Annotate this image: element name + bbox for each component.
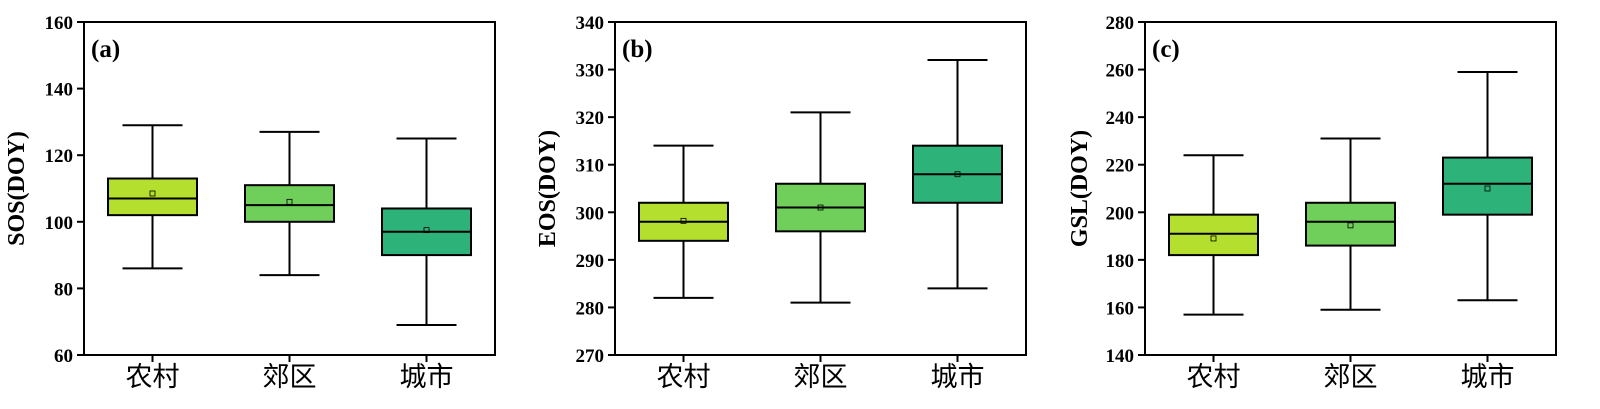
panel-label: (b) (622, 36, 653, 63)
mean-marker (149, 190, 156, 197)
y-tick-label: 300 (576, 203, 605, 224)
y-tick-label: 340 (576, 13, 605, 34)
mean-marker (423, 227, 430, 234)
mean-marker (1484, 185, 1491, 192)
box-1 (638, 144, 729, 299)
y-tick-label: 290 (576, 251, 605, 272)
mean-marker (1210, 235, 1217, 242)
x-category-label: 郊区 (263, 362, 317, 393)
mean-marker (954, 171, 961, 178)
y-tick-label: 220 (1106, 156, 1135, 177)
y-tick-label: 180 (1106, 251, 1135, 272)
y-axis-title: SOS(DOY) (4, 131, 30, 246)
panel-label: (c) (1152, 36, 1180, 63)
y-tick-label: 260 (1106, 61, 1135, 82)
box-iqr (107, 177, 198, 217)
box-2 (244, 130, 335, 277)
box-2 (1305, 137, 1396, 311)
y-tick-label: 140 (1106, 346, 1135, 367)
x-category-label: 城市 (1461, 362, 1515, 393)
y-tick-label: 80 (54, 279, 73, 300)
mean-marker (817, 204, 824, 211)
mean-marker (680, 217, 687, 224)
panel-label: (a) (91, 36, 120, 63)
y-tick-label: 140 (45, 80, 74, 101)
box-iqr (1305, 201, 1396, 247)
box-3 (381, 137, 472, 327)
x-category-label: 城市 (931, 362, 985, 393)
y-tick-label: 120 (45, 146, 74, 167)
x-category-label: 城市 (400, 362, 454, 393)
x-category-label: 农村 (126, 362, 180, 393)
panel-1: 60 80 100 120 140 160 农村 郊区 城市 SOS(DOY) (a) (4, 13, 496, 393)
x-category-label: 农村 (657, 362, 711, 393)
y-tick-label: 270 (576, 346, 605, 367)
box-1 (1168, 154, 1259, 316)
y-tick-label: 280 (576, 298, 605, 319)
mean-marker (286, 198, 293, 205)
y-tick-label: 160 (1106, 298, 1135, 319)
y-axis-title: GSL(DOY) (1067, 130, 1093, 247)
mean-marker (1347, 222, 1354, 229)
box-1 (107, 124, 198, 270)
y-tick-label: 310 (576, 156, 605, 177)
y-tick-label: 100 (45, 213, 74, 234)
y-tick-label: 60 (54, 346, 73, 367)
box-2 (775, 111, 866, 304)
y-tick-label: 280 (1106, 13, 1135, 34)
y-axis-title: EOS(DOY) (535, 130, 561, 247)
x-category-label: 郊区 (1324, 362, 1378, 393)
box-iqr (244, 184, 335, 223)
box-iqr (1168, 213, 1259, 257)
x-category-label: 郊区 (794, 362, 848, 393)
box-3 (912, 59, 1003, 290)
y-tick-label: 320 (576, 108, 605, 129)
box-3 (1442, 70, 1533, 302)
y-tick-label: 330 (576, 61, 605, 82)
x-category-label: 农村 (1187, 362, 1241, 393)
y-tick-label: 200 (1106, 203, 1135, 224)
panel-3: 140 160 180 200 220 240 260 280 农村 郊区 城市 GSL(DOY) (c… (1067, 13, 1557, 393)
y-tick-label: 240 (1106, 108, 1135, 129)
panel-2: 270 280 290 300 310 320 330 340 农村 郊区 城市 EOS(DOY) (b… (535, 13, 1027, 393)
y-tick-label: 160 (45, 13, 74, 34)
